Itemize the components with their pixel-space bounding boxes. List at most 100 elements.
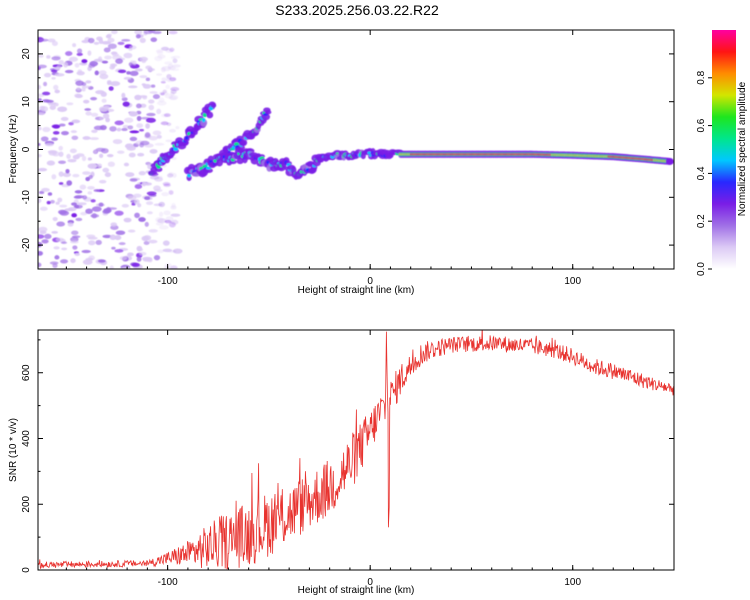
noise-blob bbox=[156, 134, 162, 139]
noise-blob bbox=[169, 128, 176, 133]
noise-blob bbox=[53, 246, 60, 250]
noise-blob bbox=[129, 130, 140, 134]
snr-x-tick-label: 0 bbox=[367, 577, 373, 588]
noise-blob bbox=[38, 143, 41, 147]
noise-blob bbox=[88, 255, 95, 261]
noise-blob bbox=[134, 68, 143, 72]
noise-blob bbox=[50, 69, 58, 73]
track-peak bbox=[184, 136, 189, 140]
noise-blob bbox=[53, 102, 59, 107]
noise-blob bbox=[137, 248, 144, 252]
snr-y-label: SNR (10 * v/v) bbox=[8, 418, 19, 482]
noise-blob bbox=[107, 37, 115, 43]
noise-blob bbox=[89, 137, 99, 141]
noise-blob bbox=[72, 235, 81, 239]
noise-blob bbox=[136, 256, 142, 262]
noise-blob bbox=[46, 55, 51, 59]
noise-blob bbox=[121, 266, 131, 269]
noise-blob bbox=[82, 195, 88, 200]
noise-blob bbox=[41, 91, 51, 96]
noise-blob bbox=[96, 163, 102, 168]
noise-blob bbox=[53, 84, 59, 90]
noise-blob bbox=[155, 221, 164, 226]
noise-blob bbox=[109, 265, 114, 269]
noise-blob bbox=[172, 55, 181, 59]
noise-blob bbox=[148, 239, 158, 244]
noise-blob bbox=[58, 151, 64, 157]
noise-blob bbox=[170, 265, 178, 269]
noise-blob bbox=[133, 199, 140, 205]
noise-blob bbox=[74, 190, 83, 194]
noise-blob bbox=[154, 55, 163, 62]
noise-blob bbox=[156, 100, 167, 106]
noise-blob bbox=[51, 56, 61, 61]
track-halo bbox=[215, 159, 223, 167]
noise-blob bbox=[81, 39, 90, 44]
snr-x-label: Height of straight line (km) bbox=[298, 585, 415, 596]
noise-blob bbox=[82, 171, 91, 175]
noise-blob bbox=[83, 99, 90, 104]
noise-blob bbox=[42, 99, 51, 103]
noise-blob bbox=[51, 174, 57, 180]
colorbar: 0.0 0.2 0.4 0.6 0.8 Normalized spectral ampl… bbox=[696, 30, 748, 276]
noise-blob bbox=[169, 96, 177, 100]
noise-blob bbox=[144, 221, 149, 227]
noise-blob bbox=[95, 90, 105, 95]
noise-blob bbox=[46, 160, 56, 166]
noise-blob bbox=[38, 64, 47, 69]
noise-blob bbox=[129, 178, 138, 182]
noise-blob bbox=[101, 98, 107, 103]
noise-blob bbox=[152, 175, 163, 180]
noise-blob bbox=[63, 62, 69, 68]
snr-frame bbox=[37, 329, 675, 571]
noise-blob bbox=[38, 226, 48, 233]
noise-blob bbox=[139, 128, 145, 132]
noise-blob bbox=[107, 33, 112, 37]
noise-blob bbox=[121, 203, 130, 208]
noise-blob bbox=[172, 248, 183, 254]
noise-blob bbox=[54, 89, 60, 94]
colorbar-tick-label: 0.8 bbox=[696, 70, 707, 84]
noise-blob bbox=[66, 180, 73, 186]
noise-blob bbox=[121, 127, 128, 132]
noise-blob bbox=[121, 38, 131, 42]
noise-blob bbox=[74, 195, 85, 199]
noise-blob bbox=[149, 91, 158, 94]
noise-blob bbox=[134, 184, 143, 190]
noise-blob bbox=[145, 77, 151, 82]
noise-blob bbox=[126, 71, 131, 75]
figure-title: S233.2025.256.03.22.R22 bbox=[275, 2, 439, 18]
noise-blob bbox=[50, 199, 55, 204]
noise-blob bbox=[85, 208, 93, 214]
noise-blob bbox=[72, 43, 77, 48]
noise-blob bbox=[57, 106, 68, 112]
noise-blob bbox=[161, 46, 170, 51]
noise-blob bbox=[171, 64, 181, 68]
noise-blob bbox=[134, 212, 140, 219]
noise-blob bbox=[38, 105, 45, 111]
noise-blob bbox=[70, 240, 79, 244]
noise-blob bbox=[153, 255, 161, 261]
noise-blob bbox=[115, 58, 123, 64]
noise-blob bbox=[142, 256, 152, 261]
noise-blob bbox=[64, 208, 74, 212]
noise-blob bbox=[54, 255, 60, 260]
noise-blob bbox=[127, 125, 134, 130]
noise-blob bbox=[80, 211, 88, 216]
noise-blob bbox=[162, 240, 170, 246]
snr-x-tick-label: 100 bbox=[564, 577, 581, 588]
track-halo bbox=[236, 135, 244, 141]
noise-blob bbox=[98, 179, 107, 184]
noise-blob bbox=[38, 262, 42, 268]
noise-blob bbox=[123, 162, 130, 167]
noise-blob bbox=[127, 252, 134, 257]
noise-blob bbox=[42, 126, 51, 133]
noise-blob bbox=[56, 221, 65, 227]
noise-blob bbox=[61, 241, 68, 245]
noise-blob bbox=[71, 135, 79, 140]
noise-blob bbox=[99, 124, 107, 131]
noise-blob bbox=[66, 102, 74, 106]
snr-marks bbox=[38, 330, 674, 570]
noise-blob bbox=[110, 81, 121, 87]
noise-blob bbox=[154, 142, 165, 146]
